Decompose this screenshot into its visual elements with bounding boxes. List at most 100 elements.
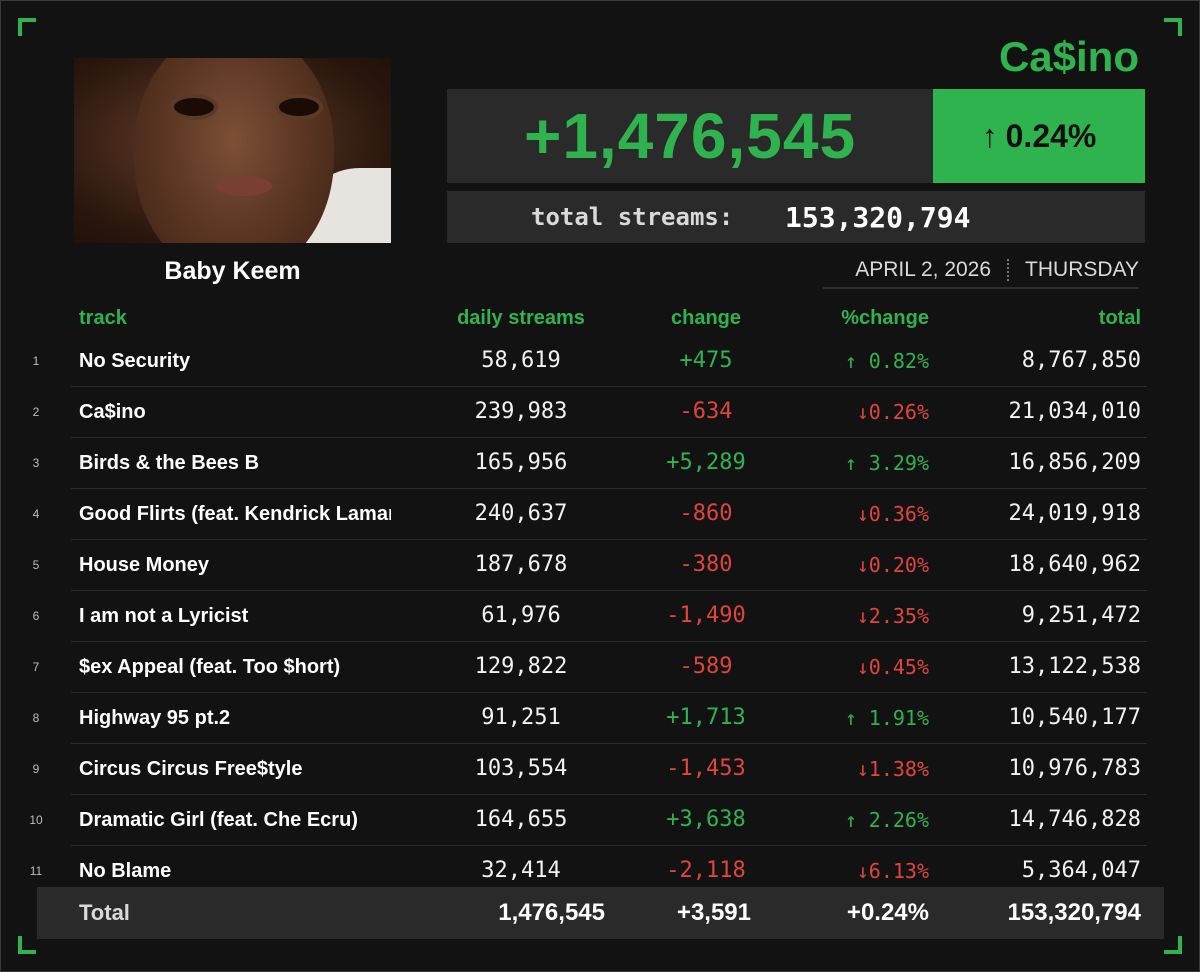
track-table: 1 No Security 58,619 +475 ↑ 0.82% 8,767,850 2 C… (1, 336, 1200, 896)
date-text: APRIL 2, 2026 (855, 258, 992, 281)
track-change: -589 (679, 654, 733, 679)
track-number: 2 (32, 405, 40, 419)
track-name: No Security (79, 350, 191, 372)
table-row: 6 I am not a Lyricist 61,976 -1,490 ↓2.35% 9,… (33, 591, 1147, 642)
daily-streams-panel: +1,476,545 (447, 89, 933, 183)
track-daily-streams: 165,956 (474, 450, 568, 475)
track-number: 6 (32, 609, 40, 623)
track-total: 13,122,538 (1008, 654, 1141, 679)
track-change: +475 (679, 348, 733, 373)
track-percent-change: ↓2.35% (856, 604, 929, 628)
track-daily-streams: 240,637 (474, 501, 568, 526)
weekday-text: THURSDAY (1025, 258, 1139, 281)
table-row: 9 Circus Circus Free$tyle 103,554 -1,453 ↓1.… (33, 744, 1147, 795)
column-header-daily: daily streams (457, 307, 585, 329)
corner-mark (1164, 18, 1182, 36)
track-total: 9,251,472 (1021, 603, 1141, 628)
track-percent-change: ↓0.36% (856, 502, 929, 526)
track-percent-change: ↑ 0.82% (844, 349, 929, 373)
track-number: 1 (32, 354, 40, 368)
track-change: -1,453 (666, 756, 746, 781)
track-name: House Money (79, 554, 210, 576)
track-percent-change: ↓1.38% (856, 757, 929, 781)
track-number: 11 (29, 864, 43, 878)
totals-change: +3,591 (676, 899, 751, 926)
track-name: Good Flirts (feat. Kendrick Lamar) (79, 503, 391, 525)
total-streams-label: total streams: (531, 203, 734, 231)
track-number: 4 (32, 507, 40, 521)
track-change: -380 (679, 552, 733, 577)
track-total: 10,540,177 (1008, 705, 1141, 730)
date-separator (1007, 259, 1010, 281)
table-row: 7 $ex Appeal (feat. Too $hort) 129,822 -589… (33, 642, 1147, 693)
track-daily-streams: 91,251 (481, 705, 561, 730)
track-change: +5,289 (666, 450, 746, 475)
track-daily-streams: 239,983 (474, 399, 568, 424)
track-total: 10,976,783 (1008, 756, 1141, 781)
track-name: I am not a Lyricist (79, 605, 249, 627)
table-row: 8 Highway 95 pt.2 91,251 +1,713 ↑ 1.91% 10,54… (33, 693, 1147, 744)
album-title: Ca$ino (998, 33, 1139, 80)
track-change: -1,490 (666, 603, 746, 628)
track-daily-streams: 58,619 (481, 348, 561, 373)
column-header-total: total (1098, 307, 1141, 329)
track-change: -860 (679, 501, 733, 526)
track-number: 10 (29, 813, 43, 827)
corner-mark (18, 936, 36, 954)
track-number: 8 (32, 711, 40, 725)
table-row: 4 Good Flirts (feat. Kendrick Lamar) 240,6… (33, 489, 1147, 540)
track-name: No Blame (79, 860, 172, 882)
track-total: 16,856,209 (1008, 450, 1141, 475)
totals-label: Total (79, 900, 130, 925)
table-header: track daily streams change %change total (1, 307, 1200, 335)
track-percent-change: ↑ 3.29% (844, 451, 929, 475)
totals-percent: +0.24% (846, 899, 929, 926)
daily-streams-value: +1,476,545 (523, 100, 857, 172)
corner-mark (1164, 936, 1182, 954)
track-number: 9 (32, 762, 40, 776)
track-daily-streams: 61,976 (481, 603, 561, 628)
total-streams-panel: total streams: 153,320,794 (447, 191, 1145, 243)
track-total: 14,746,828 (1008, 807, 1141, 832)
totals-daily: 1,476,545 (498, 899, 605, 926)
track-total: 8,767,850 (1021, 348, 1141, 373)
track-total: 5,364,047 (1021, 858, 1141, 883)
total-streams-value: 153,320,794 (785, 200, 971, 234)
track-daily-streams: 103,554 (474, 756, 568, 781)
table-row: 2 Ca$ino 239,983 -634 ↓0.26% 21,034,010 (33, 387, 1147, 438)
track-percent-change: ↓0.20% (856, 553, 929, 577)
track-total: 21,034,010 (1008, 399, 1141, 424)
track-name: $ex Appeal (feat. Too $hort) (79, 656, 341, 678)
track-percent-change: ↓6.13% (856, 859, 929, 883)
daily-percent-badge: ↑ 0.24% (933, 89, 1145, 183)
album-cover-image (74, 58, 391, 243)
totals-row: Total 1,476,545 +3,591 +0.24% 153,320,79… (37, 887, 1164, 939)
corner-mark (18, 18, 36, 36)
track-name: Highway 95 pt.2 (79, 707, 231, 729)
totals-total: 153,320,794 (1007, 899, 1141, 926)
track-change: +1,713 (666, 705, 746, 730)
track-name: Dramatic Girl (feat. Che Ecru) (79, 809, 358, 831)
table-row: 10 Dramatic Girl (feat. Che Ecru) 164,655 +… (29, 795, 1147, 846)
track-name: Birds & the Bees B (79, 452, 260, 474)
track-daily-streams: 32,414 (481, 858, 561, 883)
table-row: 3 Birds & the Bees B 165,956 +5,289 ↑ 3.29% 1… (33, 438, 1147, 489)
column-header-change: change (670, 307, 742, 329)
track-percent-change: ↓0.26% (856, 400, 929, 424)
track-change: -634 (679, 399, 733, 424)
table-row: 5 House Money 187,678 -380 ↓0.20% 18,640,962 (33, 540, 1147, 591)
table-row: 1 No Security 58,619 +475 ↑ 0.82% 8,767,850 (33, 336, 1147, 387)
track-name: Circus Circus Free$tyle (79, 758, 303, 780)
date-line: APRIL 2, 2026 THURSDAY (823, 253, 1139, 289)
column-header-track: track (79, 307, 127, 329)
track-percent-change: ↓0.45% (856, 655, 929, 679)
artist-name: Baby Keem (164, 257, 301, 285)
track-number: 3 (32, 456, 40, 470)
track-total: 24,019,918 (1008, 501, 1141, 526)
daily-percent-value: 0.24% (1005, 117, 1097, 154)
track-change: +3,638 (666, 807, 746, 832)
column-header-pct: %change (841, 307, 929, 329)
track-change: -2,118 (666, 858, 746, 883)
table-row: 11 No Blame 32,414 -2,118 ↓6.13% 5,364,047 (30, 846, 1147, 896)
